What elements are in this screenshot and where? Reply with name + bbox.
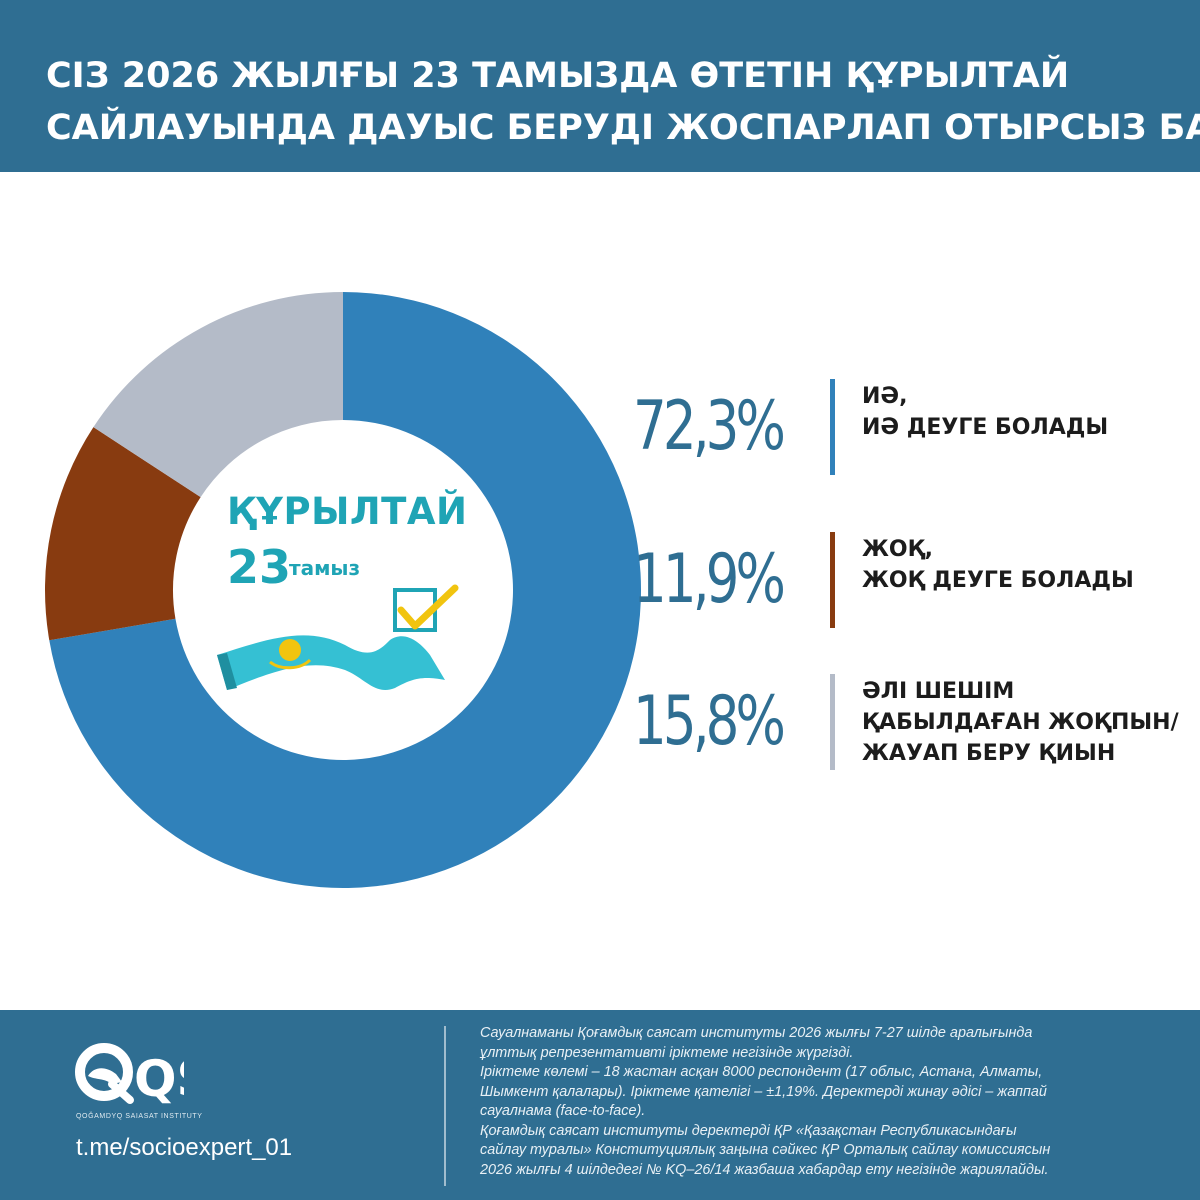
legend-label-line: ИӘ ДЕУГЕ БОЛАДЫ xyxy=(862,415,1109,440)
note-line: Сауалнаманы Қоғамдық саясат институты 20… xyxy=(480,1025,1033,1041)
flag-sun-icon xyxy=(279,639,301,661)
donut-slice-3 xyxy=(93,292,343,498)
legend-color-bar xyxy=(830,674,835,770)
legend-value: 15,8% xyxy=(632,682,786,761)
legend-label-line: ИӘ, xyxy=(862,384,908,409)
footer-divider xyxy=(444,1026,446,1186)
legend-item-yes: 72,3% ИӘ, ИӘ ДЕУГЕ БОЛАДЫ xyxy=(560,377,1180,477)
donut-slice-2 xyxy=(44,427,201,641)
chart-title: СІЗ 2026 ЖЫЛҒЫ 23 ТАМЫЗДА ӨТЕТІН ҚҰРЫЛТА… xyxy=(46,50,1200,154)
flag-ribbon-icon xyxy=(217,635,445,691)
logo-word: ҚҰРЫЛТАЙ xyxy=(227,490,468,533)
legend-color-bar xyxy=(830,379,835,475)
telegram-link[interactable]: t.me/socioexpert_01 xyxy=(76,1134,293,1161)
kurultai-emblem-icon xyxy=(217,584,459,691)
legend-value: 72,3% xyxy=(632,387,786,466)
note-line: сайлау туралы» Конституциялық заңына сәй… xyxy=(480,1142,1051,1158)
legend-label: ИӘ, ИӘ ДЕУГЕ БОЛАДЫ xyxy=(862,381,1108,443)
methodology-note: Сауалнаманы Қоғамдық саясат институты 20… xyxy=(480,1024,1170,1180)
qsi-logo-icon: QSI xyxy=(75,1043,184,1108)
title-line-2: САЙЛАУЫНДА ДАУЫС БЕРУДІ ЖОСПАРЛАП ОТЫРСЫ… xyxy=(46,108,1200,148)
legend-label-line: ЖОҚ, xyxy=(862,537,934,562)
kurultai-logo: ҚҰРЫЛТАЙ 23 тамыз xyxy=(205,490,475,710)
note-line: Шымкент қалалары). Іріктеме қателігі – ±… xyxy=(480,1083,1047,1100)
legend-label: ӘЛІ ШЕШІМ ҚАБЫЛДАҒАН ЖОҚПЫН/ ЖАУАП БЕРУ … xyxy=(862,676,1179,769)
checkmark-icon xyxy=(397,584,459,630)
legend-value: 11,9% xyxy=(632,540,786,619)
donut-chart xyxy=(44,292,642,888)
note-line: Іріктеме көлемі – 18 жастан асқан 8000 р… xyxy=(480,1064,1043,1080)
title-line-1: СІЗ 2026 ЖЫЛҒЫ 23 ТАМЫЗДА ӨТЕТІН ҚҰРЫЛТА… xyxy=(46,56,1070,96)
flag-ornament-icon xyxy=(217,653,237,690)
legend-label-line: ЖАУАП БЕРУ ҚИЫН xyxy=(862,741,1116,766)
header-banner: СІЗ 2026 ЖЫЛҒЫ 23 ТАМЫЗДА ӨТЕТІН ҚҰРЫЛТА… xyxy=(0,0,1200,172)
note-line: сауалнама (face-to-face). xyxy=(480,1103,646,1119)
org-logo-text: QSI xyxy=(134,1050,184,1108)
legend-label: ЖОҚ, ЖОҚ ДЕУГЕ БОЛАДЫ xyxy=(862,534,1134,596)
footer-banner: QSI QOĞAMDYQ SAIASAT INSTITUTY t.me/soci… xyxy=(0,1010,1200,1200)
donut-slice-1 xyxy=(49,292,642,888)
legend-label-line: ҚАБЫЛДАҒАН ЖОҚПЫН/ xyxy=(862,710,1179,735)
note-line: Қоғамдық саясат институты деректерді ҚР … xyxy=(480,1122,1017,1139)
org-name: QOĞAMDYQ SAIASAT INSTITUTY xyxy=(76,1113,203,1120)
flag-eagle-icon xyxy=(269,658,312,670)
note-line: 2026 жылғы 4 шілдедегі № KQ–26/14 жазбаш… xyxy=(480,1161,1049,1178)
legend-item-no: 11,9% ЖОҚ, ЖОҚ ДЕУГЕ БОЛАДЫ xyxy=(560,530,1180,630)
logo-month: тамыз xyxy=(289,556,361,580)
legend-item-undecided: 15,8% ӘЛІ ШЕШІМ ҚАБЫЛДАҒАН ЖОҚПЫН/ ЖАУАП… xyxy=(560,672,1180,772)
legend-label-line: ЖОҚ ДЕУГЕ БОЛАДЫ xyxy=(862,568,1134,593)
legend-label-line: ӘЛІ ШЕШІМ xyxy=(862,679,1015,704)
legend-color-bar xyxy=(830,532,835,628)
logo-number: 23 xyxy=(227,540,292,594)
note-line: ұлттық репрезентативті іріктеме негізінд… xyxy=(480,1044,854,1061)
